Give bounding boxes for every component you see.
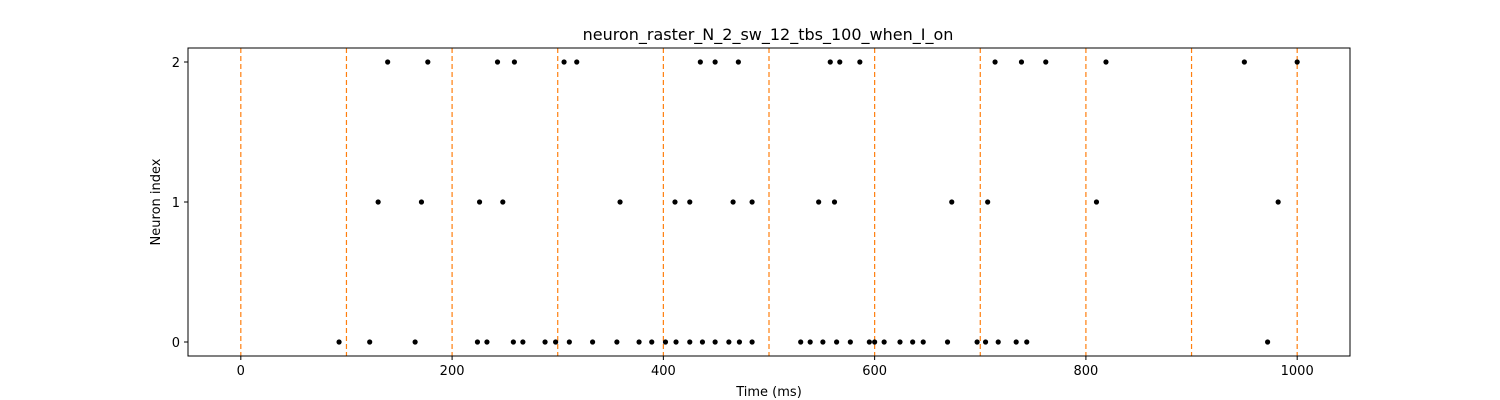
spike-point xyxy=(1024,339,1030,345)
spike-point xyxy=(1265,339,1271,345)
spike-point xyxy=(749,199,755,205)
chart-title: neuron_raster_N_2_sw_12_tbs_100_when_I_o… xyxy=(583,25,954,45)
spike-point xyxy=(749,339,755,345)
spike-point xyxy=(944,339,951,345)
spike-point xyxy=(985,199,991,205)
spike-point xyxy=(1013,339,1019,345)
spike-point xyxy=(1103,59,1109,65)
spike-point xyxy=(589,339,596,345)
spike-point xyxy=(553,339,559,345)
spike-point xyxy=(920,339,926,345)
spike-point xyxy=(820,339,826,345)
spike-point xyxy=(510,339,516,345)
y-tick-label: 1 xyxy=(172,196,180,211)
spike-point xyxy=(816,199,822,205)
spike-point xyxy=(697,59,703,65)
spike-point xyxy=(992,59,998,65)
x-tick-label: 800 xyxy=(1073,364,1098,379)
spike-point xyxy=(1275,199,1281,205)
spike-point xyxy=(834,339,840,345)
spike-point xyxy=(982,339,989,345)
spike-point xyxy=(837,59,843,65)
spike-point xyxy=(736,339,743,345)
spike-point xyxy=(500,199,506,205)
spike-point xyxy=(881,339,887,345)
spike-point xyxy=(566,339,572,345)
spike-point xyxy=(798,339,804,345)
x-tick-label: 0 xyxy=(237,364,245,379)
x-tick-label: 1000 xyxy=(1281,364,1314,379)
spike-point xyxy=(847,339,853,345)
spike-point xyxy=(418,199,425,205)
spike-point xyxy=(494,59,501,65)
y-tick-label: 2 xyxy=(172,56,180,71)
spike-point xyxy=(425,59,431,65)
x-axis-label: Time (ms) xyxy=(735,385,802,400)
spike-point xyxy=(1093,199,1100,205)
spike-point xyxy=(385,59,391,65)
spike-point xyxy=(636,339,642,345)
spike-point xyxy=(974,339,980,345)
spike-point xyxy=(484,339,490,345)
spike-point xyxy=(367,339,373,345)
spike-point xyxy=(1241,59,1247,65)
y-axis: 0 1 2 xyxy=(172,56,188,351)
spike-point xyxy=(375,199,381,205)
x-tick-label: 200 xyxy=(440,364,465,379)
spike-point xyxy=(949,199,955,205)
y-tick-label: 0 xyxy=(172,336,180,351)
y-axis-label: Neuron index xyxy=(149,158,164,245)
spike-point xyxy=(866,339,872,345)
spike-point xyxy=(520,339,526,345)
spike-point xyxy=(699,339,706,345)
x-tick-label: 600 xyxy=(862,364,887,379)
spike-point xyxy=(735,59,741,65)
spike-point xyxy=(872,339,878,345)
spike-point xyxy=(712,59,718,65)
spike-point xyxy=(673,339,679,345)
spike-point xyxy=(897,339,903,345)
spike-point xyxy=(336,339,342,345)
spike-point xyxy=(574,59,580,65)
spike-point xyxy=(712,339,718,345)
spike-point xyxy=(561,59,567,65)
spike-point xyxy=(910,339,916,345)
spike-point xyxy=(649,339,655,345)
spike-point xyxy=(1043,59,1049,65)
spike-point xyxy=(687,199,693,205)
spike-point xyxy=(474,339,481,345)
spike-point xyxy=(807,339,813,345)
spike-point xyxy=(857,59,863,65)
spike-point xyxy=(827,59,833,65)
spike-point xyxy=(617,199,623,205)
spike-point xyxy=(476,199,483,205)
spike-point xyxy=(726,339,732,345)
spike-point xyxy=(662,339,669,345)
spike-point xyxy=(831,199,838,205)
spike-point xyxy=(412,339,418,345)
spike-point xyxy=(614,339,620,345)
stimulus-lines xyxy=(240,48,1298,356)
spike-point xyxy=(1294,59,1300,65)
spike-point xyxy=(730,199,736,205)
x-tick-label: 400 xyxy=(651,364,676,379)
x-axis: 0 200 400 600 800 1000 xyxy=(237,356,1314,379)
spike-point xyxy=(1018,59,1025,65)
spike-point xyxy=(687,339,693,345)
spike-point xyxy=(672,199,678,205)
spike-point xyxy=(511,59,518,65)
spike-points xyxy=(336,59,1300,345)
spike-point xyxy=(542,339,548,345)
spike-point xyxy=(995,339,1001,345)
